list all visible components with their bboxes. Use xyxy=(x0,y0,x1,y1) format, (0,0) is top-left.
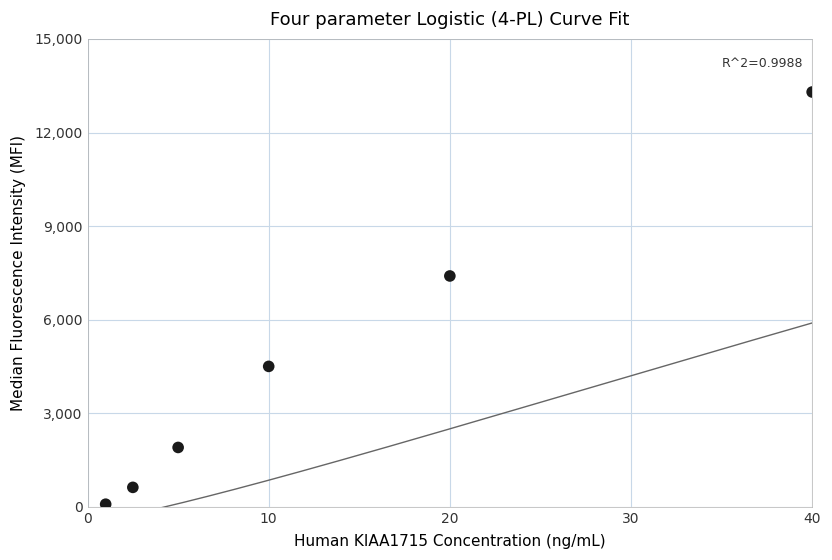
Point xyxy=(443,272,457,281)
Point xyxy=(171,443,185,452)
Point xyxy=(262,362,275,371)
Point xyxy=(126,483,140,492)
Point xyxy=(99,500,112,508)
Y-axis label: Median Fluorescence Intensity (MFI): Median Fluorescence Intensity (MFI) xyxy=(11,135,26,411)
X-axis label: Human KIAA1715 Concentration (ng/mL): Human KIAA1715 Concentration (ng/mL) xyxy=(294,534,606,549)
Text: R^2=0.9988: R^2=0.9988 xyxy=(721,57,803,70)
Point xyxy=(805,87,819,96)
Title: Four parameter Logistic (4-PL) Curve Fit: Four parameter Logistic (4-PL) Curve Fit xyxy=(270,11,630,29)
